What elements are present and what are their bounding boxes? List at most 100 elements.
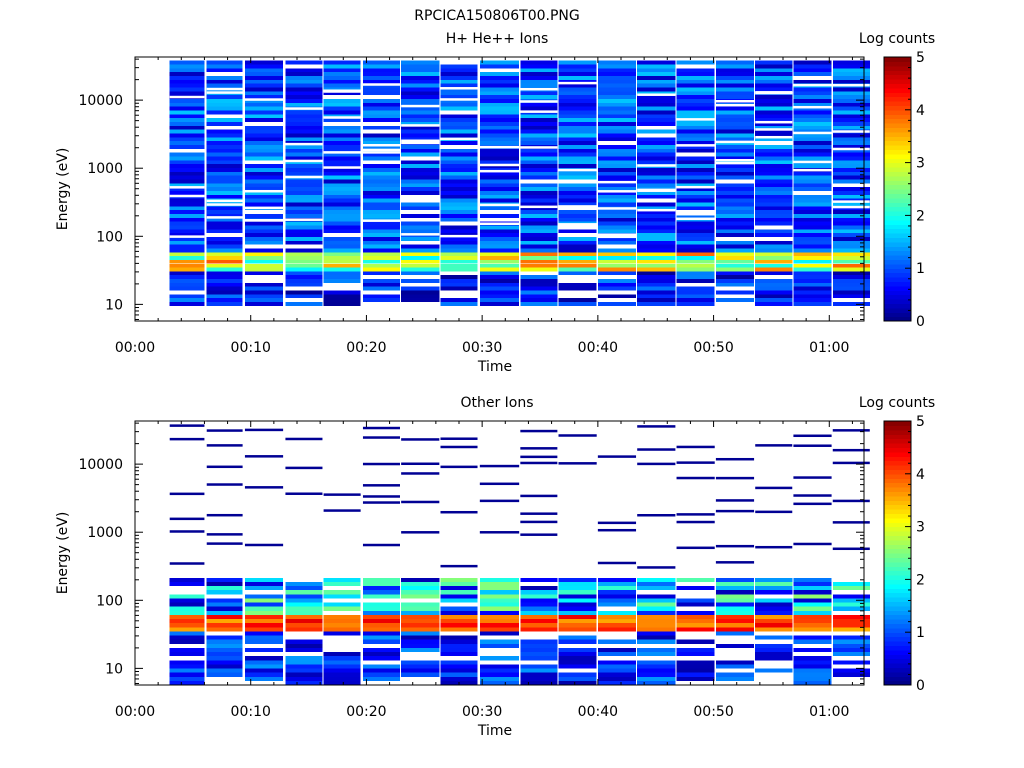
- heatmap-cell: [362, 656, 400, 661]
- heatmap-cell: [440, 125, 478, 130]
- heatmap-gap: [285, 159, 323, 163]
- heatmap-cell: [362, 229, 400, 234]
- heatmap-cell: [479, 581, 520, 587]
- heatmap-cell: [362, 152, 400, 157]
- colorbar-segment: [884, 671, 911, 677]
- heatmap-cell: [206, 614, 243, 620]
- heatmap-line: [637, 566, 676, 569]
- heatmap-cell: [244, 72, 284, 76]
- heatmap-cell: [597, 248, 637, 253]
- heatmap-cell: [244, 75, 284, 80]
- heatmap-cell: [597, 175, 637, 180]
- heatmap-cell: [676, 647, 715, 653]
- heatmap-cell: [597, 160, 637, 165]
- heatmap-cell: [169, 236, 205, 241]
- heatmap-cell: [793, 660, 832, 665]
- heatmap-cell: [244, 183, 284, 188]
- heatmap-cell: [244, 259, 284, 264]
- heatmap-cell: [206, 206, 243, 211]
- heatmap-cell: [832, 137, 870, 142]
- heatmap-cell: [285, 294, 323, 299]
- heatmap-cell: [206, 187, 243, 191]
- heatmap-cell: [558, 602, 597, 607]
- heatmap-cell: [520, 248, 558, 253]
- heatmap-cell: [558, 680, 597, 686]
- heatmap-cell: [169, 660, 205, 665]
- colorbar-tick-label: 1: [916, 261, 925, 277]
- heatmap-cell: [401, 590, 440, 595]
- heatmap-cell: [520, 64, 558, 69]
- heatmap-gap: [440, 137, 478, 141]
- heatmap-cell: [479, 118, 520, 122]
- heatmap-cell: [520, 95, 558, 99]
- heatmap-cell: [206, 229, 243, 234]
- heatmap-cell: [558, 202, 597, 207]
- panel-h-he-axes: 00:00 00:10 00:20 00:30 00:40 00:50 01:0010100…: [78, 57, 864, 356]
- heatmap-cell: [755, 202, 793, 207]
- heatmap-cell: [637, 594, 676, 599]
- heatmap-cell: [169, 298, 205, 303]
- heatmap-cell: [479, 631, 520, 636]
- heatmap-cell: [755, 606, 793, 611]
- heatmap-cell: [362, 594, 400, 599]
- heatmap-cell: [362, 240, 400, 245]
- heatmap-cell: [755, 602, 793, 607]
- heatmap-cell: [401, 271, 440, 276]
- heatmap-cell: [597, 68, 637, 73]
- colorbar-segment: [884, 438, 911, 444]
- colorbar-segment: [884, 610, 911, 616]
- heatmap-cell: [244, 577, 284, 582]
- heatmap-line: [401, 438, 440, 441]
- heatmap-cell: [676, 213, 715, 218]
- heatmap-cell: [323, 236, 361, 241]
- heatmap-gap: [597, 190, 637, 193]
- heatmap-cell: [401, 623, 440, 628]
- colorbar-segment: [884, 123, 911, 128]
- heatmap-cell: [793, 221, 832, 226]
- heatmap-cell: [285, 590, 323, 595]
- heatmap-cell: [558, 148, 597, 153]
- heatmap-cell: [440, 248, 478, 253]
- heatmap-cell: [832, 602, 870, 607]
- heatmap-line: [206, 465, 243, 469]
- heatmap-cell: [715, 672, 755, 677]
- heatmap-cell: [637, 267, 676, 272]
- heatmap-cell: [479, 183, 520, 188]
- heatmap-cell: [715, 72, 755, 76]
- heatmap-cell: [285, 68, 323, 73]
- heatmap-cell: [323, 141, 361, 145]
- heatmap-cell: [401, 619, 440, 624]
- x-tick-label: 00:30: [462, 340, 502, 356]
- heatmap-cell: [676, 627, 715, 632]
- heatmap-cell: [285, 586, 323, 591]
- heatmap-cell: [832, 144, 870, 149]
- heatmap-cell: [558, 647, 597, 653]
- heatmap-cell: [637, 298, 676, 303]
- heatmap-cell: [676, 302, 715, 306]
- heatmap-gap: [676, 118, 715, 121]
- heatmap-cell: [285, 248, 323, 253]
- heatmap-cell: [401, 252, 440, 257]
- heatmap-cell: [362, 225, 400, 230]
- heatmap-cell: [206, 664, 243, 669]
- colorbar-segment: [884, 601, 911, 607]
- heatmap-cell: [285, 148, 323, 153]
- heatmap-cell: [520, 267, 558, 272]
- heatmap-cell: [715, 619, 755, 624]
- heatmap-cell: [362, 267, 400, 272]
- heatmap-gap: [597, 180, 637, 184]
- heatmap-cell: [637, 114, 676, 119]
- heatmap-line: [558, 462, 597, 465]
- heatmap-cell: [362, 164, 400, 168]
- heatmap-cell: [479, 75, 520, 80]
- heatmap-cell: [793, 137, 832, 142]
- heatmap-gap: [479, 203, 520, 207]
- heatmap-cell: [401, 129, 440, 134]
- heatmap-cell: [597, 610, 637, 615]
- heatmap-cell: [676, 586, 715, 591]
- heatmap-cell: [676, 121, 715, 126]
- heatmap-cell: [676, 60, 715, 65]
- colorbar-segment: [884, 570, 911, 576]
- heatmap-cell: [676, 91, 715, 96]
- heatmap-cell: [479, 87, 520, 92]
